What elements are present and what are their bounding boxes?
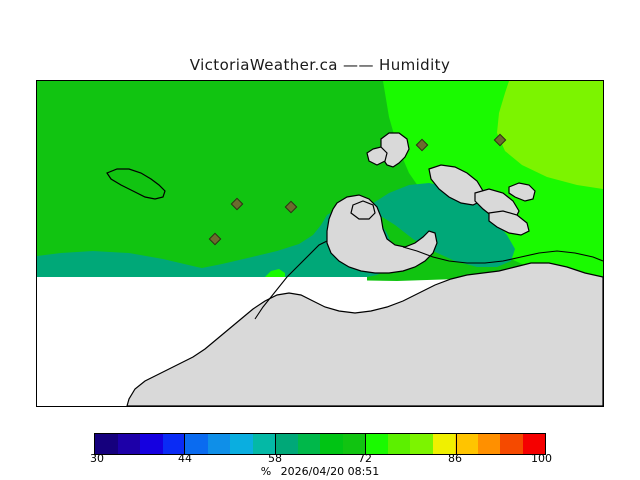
contour-band-teal-lobe — [37, 251, 247, 277]
colorbar-segment-9 — [297, 434, 320, 454]
colorbar-ticks — [94, 433, 546, 455]
station-marker[interactable] — [284, 200, 298, 214]
colorbar-segment-16 — [455, 434, 478, 454]
colorbar-segment-17 — [477, 434, 500, 454]
map-panel[interactable] — [36, 80, 604, 407]
colorbar-segment-12 — [365, 434, 388, 454]
colorbar-segment-7 — [252, 434, 275, 454]
island-east-4 — [508, 182, 536, 202]
colorbar-segment-14 — [410, 434, 433, 454]
station-marker[interactable] — [493, 133, 507, 147]
humidity-contour-map[interactable] — [37, 81, 603, 406]
colorbar-label-58: 58 — [268, 452, 282, 465]
landmass-south — [126, 262, 603, 406]
colorbar-label-30: 30 — [90, 452, 104, 465]
station-markers[interactable] — [208, 133, 507, 246]
colorbar-tick-72 — [365, 433, 366, 455]
colorbar-label-86: 86 — [448, 452, 462, 465]
colorbar-segment-5 — [207, 434, 230, 454]
colorbar-segment-3 — [162, 434, 185, 454]
station-marker[interactable] — [208, 232, 222, 246]
colorbar-timestamp: 2026/04/20 08:51 — [280, 465, 380, 478]
colorbar-segment-4 — [185, 434, 208, 454]
colorbar-label-72: 72 — [358, 452, 372, 465]
colorbar-tick-58 — [275, 433, 276, 455]
island-east-3 — [488, 210, 530, 236]
colorbar-tick-86 — [456, 433, 457, 455]
colorbar-segment-19 — [522, 434, 545, 454]
island-outline-west — [106, 168, 166, 200]
colorbar-segment-2 — [140, 434, 163, 454]
colorbar-segment-18 — [500, 434, 523, 454]
colorbar-tick-44 — [184, 433, 185, 455]
colorbar-label-100: 100 — [531, 452, 552, 465]
coastline-detail-1 — [402, 246, 603, 264]
colorbar-segment-11 — [342, 434, 365, 454]
colorbar-footer: % 2026/04/20 08:51 — [0, 465, 640, 478]
colorbar-segment-10 — [320, 434, 343, 454]
colorbar-strip[interactable] — [94, 433, 546, 455]
colorbar[interactable] — [94, 433, 546, 455]
contour-band-lime — [497, 81, 603, 189]
island-upper-centre-tail — [366, 146, 388, 166]
coastline-detail-2 — [254, 240, 328, 320]
contour-band-teal-east — [367, 183, 515, 267]
colorbar-segment-6 — [230, 434, 253, 454]
colorbar-segment-13 — [387, 434, 410, 454]
colorbar-segment-0 — [95, 434, 118, 454]
colorbar-label-44: 44 — [178, 452, 192, 465]
colorbar-segment-8 — [275, 434, 298, 454]
colorbar-segment-1 — [117, 434, 140, 454]
station-marker[interactable] — [230, 197, 244, 211]
colorbar-tick-labels: 30 44 58 72 86 100 — [0, 430, 640, 465]
station-marker[interactable] — [415, 138, 429, 152]
page-title: VictoriaWeather.ca —— Humidity — [189, 56, 451, 74]
colorbar-segment-15 — [432, 434, 455, 454]
colorbar-unit: % — [260, 465, 272, 478]
islet-west — [350, 200, 376, 220]
